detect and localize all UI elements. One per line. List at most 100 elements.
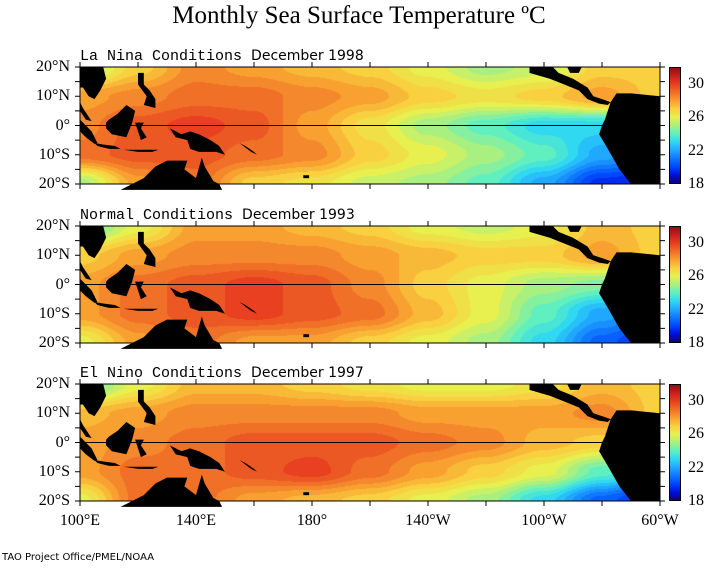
land-mass bbox=[80, 102, 92, 122]
panel-condition: La Nina Conditions bbox=[80, 48, 243, 65]
lat-label: 20°S bbox=[38, 334, 70, 351]
land-mass bbox=[138, 72, 156, 108]
land-mass bbox=[80, 384, 107, 417]
panel-date: December 1993 bbox=[242, 207, 355, 223]
lon-label: 100°E bbox=[59, 512, 101, 529]
panel-title: El Nino Conditions December 1997 bbox=[80, 365, 364, 382]
lat-label: 0° bbox=[55, 116, 70, 134]
colorbar-label: 22 bbox=[688, 300, 704, 318]
panel-condition: Normal Conditions bbox=[80, 207, 234, 224]
land-mass bbox=[123, 149, 159, 152]
land-mass bbox=[567, 226, 582, 232]
sst-map bbox=[75, 221, 665, 349]
panel-date: December 1998 bbox=[251, 48, 364, 64]
colorbar-label: 26 bbox=[688, 425, 704, 443]
sst-panel-2: El Nino Conditions December 1997 20°N 10°N… bbox=[0, 365, 718, 544]
colorbar-label: 18 bbox=[688, 175, 704, 192]
land-mass bbox=[123, 466, 159, 469]
colorbar bbox=[669, 67, 681, 184]
lon-label: 100°W bbox=[521, 512, 567, 529]
lat-label: 10°S bbox=[38, 146, 70, 163]
land-mass bbox=[80, 436, 98, 461]
land-mass bbox=[80, 261, 92, 281]
land-mass bbox=[120, 316, 223, 349]
panel-title: Normal Conditions December 1993 bbox=[80, 207, 355, 224]
land-mass bbox=[599, 410, 660, 501]
lat-label: 10°S bbox=[38, 305, 70, 322]
credit-footer: TAO Project Office/PMEL/NOAA bbox=[2, 552, 155, 563]
lat-label: 20°S bbox=[38, 492, 70, 509]
land-mass bbox=[135, 439, 147, 458]
lon-label: 60°W bbox=[641, 512, 679, 529]
land-mass bbox=[303, 492, 310, 496]
land-mass bbox=[120, 157, 223, 190]
land-mass bbox=[80, 119, 98, 144]
land-mass bbox=[135, 281, 147, 300]
colorbar bbox=[669, 384, 681, 501]
colorbar-label: 18 bbox=[688, 334, 704, 351]
lat-label: 10°N bbox=[36, 246, 70, 263]
land-mass bbox=[106, 264, 136, 297]
sst-panel-0: La Nina Conditions December 1998 20°N 10°N… bbox=[0, 48, 718, 227]
land-mass bbox=[567, 384, 582, 390]
colorbar bbox=[669, 226, 681, 343]
figure-title: Monthly Sea Surface Temperature ºC bbox=[172, 2, 546, 29]
sst-map bbox=[75, 379, 665, 507]
lat-label: 10°N bbox=[36, 87, 70, 104]
colorbar-label: 18 bbox=[688, 492, 704, 509]
land-mass bbox=[106, 422, 136, 455]
land-mass bbox=[106, 105, 136, 138]
lat-label: 20°N bbox=[36, 58, 70, 75]
land-mass bbox=[169, 445, 225, 472]
land-mass bbox=[94, 460, 121, 466]
land-mass bbox=[239, 302, 257, 314]
panel-title: La Nina Conditions December 1998 bbox=[80, 48, 364, 65]
lon-label: 140°W bbox=[405, 512, 451, 529]
land-mass bbox=[135, 122, 147, 141]
colorbar-label: 30 bbox=[688, 233, 704, 251]
colorbar-label: 22 bbox=[688, 141, 704, 159]
lat-label: 10°N bbox=[36, 404, 70, 421]
colorbar-label: 30 bbox=[688, 391, 704, 409]
land-mass bbox=[239, 460, 257, 472]
panel-date: December 1997 bbox=[251, 365, 364, 381]
colorbar-label: 26 bbox=[688, 108, 704, 126]
land-mass bbox=[567, 67, 582, 73]
land-mass bbox=[94, 143, 121, 149]
land-mass bbox=[599, 93, 660, 184]
lon-label: 140°E bbox=[175, 512, 217, 529]
land-mass bbox=[80, 67, 107, 100]
land-mass bbox=[529, 67, 611, 106]
land-mass bbox=[303, 175, 310, 179]
colorbar-label: 26 bbox=[688, 267, 704, 285]
land-mass bbox=[80, 226, 107, 259]
land-mass bbox=[169, 128, 225, 155]
lat-label: 0° bbox=[55, 275, 70, 293]
land-mass bbox=[599, 252, 660, 343]
sst-panel-1: Normal Conditions December 1993 20°N 10°N 0… bbox=[0, 207, 718, 386]
map-overlay bbox=[75, 62, 665, 190]
sst-map bbox=[75, 62, 665, 190]
lat-label: 10°S bbox=[38, 463, 70, 480]
land-mass bbox=[80, 419, 92, 439]
colorbar-label: 22 bbox=[688, 458, 704, 476]
land-mass bbox=[303, 334, 310, 338]
colorbar-label: 30 bbox=[688, 74, 704, 92]
land-mass bbox=[138, 389, 156, 425]
land-mass bbox=[529, 226, 611, 265]
lat-label: 20°S bbox=[38, 175, 70, 192]
map-overlay bbox=[75, 221, 665, 349]
panel-condition: El Nino Conditions bbox=[80, 365, 243, 382]
land-mass bbox=[94, 302, 121, 308]
map-overlay bbox=[75, 379, 665, 507]
land-mass bbox=[138, 231, 156, 267]
land-mass bbox=[169, 287, 225, 314]
land-mass bbox=[120, 474, 223, 507]
land-mass bbox=[80, 278, 98, 303]
lat-label: 20°N bbox=[36, 217, 70, 234]
land-mass bbox=[123, 308, 159, 311]
land-mass bbox=[529, 384, 611, 423]
land-mass bbox=[239, 143, 257, 155]
lat-label: 20°N bbox=[36, 375, 70, 392]
lon-label: 180° bbox=[296, 512, 328, 529]
